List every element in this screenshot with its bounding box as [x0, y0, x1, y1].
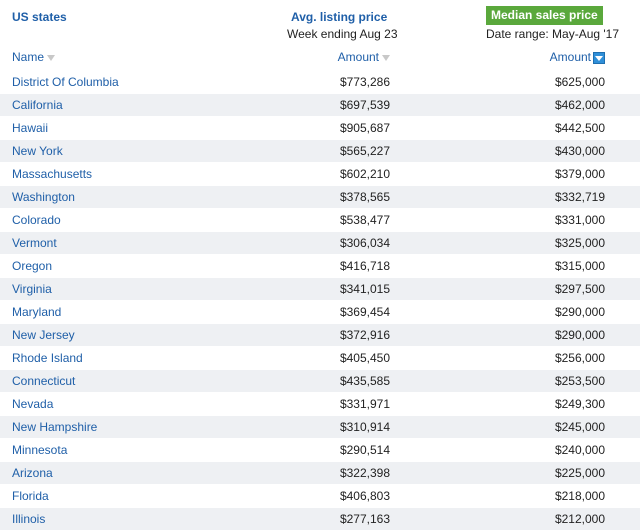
- avg-listing-price: $602,210: [339, 167, 390, 181]
- avg-listing-price: $905,687: [339, 121, 390, 135]
- avg-listing-price: $416,718: [339, 259, 390, 273]
- table-row: Oregon $416,718 $315,000: [0, 255, 640, 278]
- table-row: Rhode Island $405,450 $256,000: [0, 347, 640, 370]
- state-name-link[interactable]: Illinois: [12, 512, 46, 526]
- median-sales-price: $430,000: [554, 144, 605, 158]
- avg-listing-price: $538,477: [339, 213, 390, 227]
- table-row: Florida $406,803 $218,000: [0, 485, 640, 508]
- avg-listing-price: $372,916: [339, 328, 390, 342]
- median-sales-price: $249,300: [554, 397, 605, 411]
- median-sales-price: $625,000: [554, 75, 605, 89]
- table-row: Arizona $322,398 $225,000: [0, 462, 640, 485]
- column-group-subtitle-median-sales: Date range: May-Aug '17: [486, 27, 620, 41]
- table-row: Nevada $331,971 $249,300: [0, 393, 640, 416]
- column-group-subtitle-avg-listing: Week ending Aug 23: [287, 27, 398, 41]
- state-name-link[interactable]: Hawaii: [12, 121, 49, 135]
- median-sales-price: $325,000: [554, 236, 605, 250]
- state-name-link[interactable]: New Jersey: [12, 328, 75, 342]
- state-name-link[interactable]: District Of Columbia: [12, 75, 119, 89]
- state-name-link[interactable]: Nevada: [12, 397, 54, 411]
- table-row: Colorado $538,477 $331,000: [0, 209, 640, 232]
- column-group-title-median-sales: Median sales price: [486, 6, 603, 25]
- avg-listing-price: $697,539: [339, 98, 390, 112]
- median-sales-price: $218,000: [554, 489, 605, 503]
- column-group-title-avg-listing: Avg. listing price: [291, 10, 388, 24]
- avg-listing-price: $369,454: [339, 305, 390, 319]
- table-row: New Hampshire $310,914 $245,000: [0, 416, 640, 439]
- avg-listing-price: $405,450: [339, 351, 390, 365]
- median-sales-price: $442,500: [554, 121, 605, 135]
- column-group-title-states: US states: [12, 10, 67, 24]
- avg-listing-price: $290,514: [339, 443, 390, 457]
- avg-listing-price: $277,163: [339, 512, 390, 526]
- state-name-link[interactable]: New Hampshire: [12, 420, 98, 434]
- avg-listing-price: $310,914: [339, 420, 390, 434]
- table-row: Illinois $277,163 $212,000: [0, 508, 640, 531]
- median-sales-price: $297,500: [554, 282, 605, 296]
- table-row: District Of Columbia $773,286 $625,000: [0, 71, 640, 94]
- median-sales-price: $253,500: [554, 374, 605, 388]
- median-sales-price: $290,000: [554, 328, 605, 342]
- state-name-link[interactable]: Colorado: [12, 213, 61, 227]
- avg-listing-price: $322,398: [339, 466, 390, 480]
- avg-listing-price: $331,971: [339, 397, 390, 411]
- table-row: California $697,539 $462,000: [0, 94, 640, 117]
- avg-amount-column-header[interactable]: Amount: [338, 50, 390, 64]
- state-name-link[interactable]: California: [12, 98, 63, 112]
- avg-listing-price: $378,565: [339, 190, 390, 204]
- sort-down-icon[interactable]: [382, 54, 390, 61]
- median-sales-price: $256,000: [554, 351, 605, 365]
- state-name-link[interactable]: Arizona: [12, 466, 53, 480]
- table-row: Connecticut $435,585 $253,500: [0, 370, 640, 393]
- median-sales-badge: Median sales price: [486, 6, 603, 25]
- median-sales-price: $331,000: [554, 213, 605, 227]
- state-name-link[interactable]: Florida: [12, 489, 49, 503]
- data-table: District Of Columbia $773,286 $625,000 Cali…: [0, 71, 640, 531]
- avg-listing-price: $406,803: [339, 489, 390, 503]
- median-amount-column-header[interactable]: Amount: [550, 50, 605, 64]
- median-sales-price: $462,000: [554, 98, 605, 112]
- state-name-link[interactable]: Minnesota: [12, 443, 68, 457]
- state-name-link[interactable]: Rhode Island: [12, 351, 83, 365]
- median-amount-column-label: Amount: [549, 50, 591, 64]
- avg-listing-price: $341,015: [339, 282, 390, 296]
- median-sales-price: $315,000: [554, 259, 605, 273]
- table-row: New York $565,227 $430,000: [0, 140, 640, 163]
- sort-down-active-icon[interactable]: [593, 51, 605, 64]
- table-row: Maryland $369,454 $290,000: [0, 301, 640, 324]
- name-column-label: Name: [12, 50, 45, 64]
- state-name-link[interactable]: Oregon: [12, 259, 53, 273]
- median-sales-price: $332,719: [554, 190, 605, 204]
- median-sales-price: $290,000: [554, 305, 605, 319]
- state-name-link[interactable]: Massachusetts: [12, 167, 93, 181]
- median-sales-price: $245,000: [554, 420, 605, 434]
- name-column-header[interactable]: Name: [12, 50, 56, 64]
- avg-amount-column-label: Amount: [337, 50, 379, 64]
- table-row: Washington $378,565 $332,719: [0, 186, 640, 209]
- avg-listing-price: $773,286: [339, 75, 390, 89]
- state-name-link[interactable]: Connecticut: [12, 374, 76, 388]
- table-row: Hawaii $905,687 $442,500: [0, 117, 640, 140]
- table-row: Minnesota $290,514 $240,000: [0, 439, 640, 462]
- state-name-link[interactable]: Washington: [12, 190, 75, 204]
- avg-listing-price: $435,585: [339, 374, 390, 388]
- median-sales-price: $240,000: [554, 443, 605, 457]
- median-sales-price: $225,000: [554, 466, 605, 480]
- state-name-link[interactable]: Maryland: [12, 305, 62, 319]
- state-name-link[interactable]: Vermont: [12, 236, 57, 250]
- median-sales-price: $379,000: [554, 167, 605, 181]
- median-sales-price: $212,000: [554, 512, 605, 526]
- table-row: Massachusetts $602,210 $379,000: [0, 163, 640, 186]
- table-row: Virginia $341,015 $297,500: [0, 278, 640, 301]
- avg-listing-price: $306,034: [339, 236, 390, 250]
- sort-down-icon[interactable]: [47, 54, 56, 61]
- table-row: Vermont $306,034 $325,000: [0, 232, 640, 255]
- avg-listing-price: $565,227: [339, 144, 390, 158]
- table-row: New Jersey $372,916 $290,000: [0, 324, 640, 347]
- state-name-link[interactable]: Virginia: [12, 282, 52, 296]
- state-name-link[interactable]: New York: [12, 144, 63, 158]
